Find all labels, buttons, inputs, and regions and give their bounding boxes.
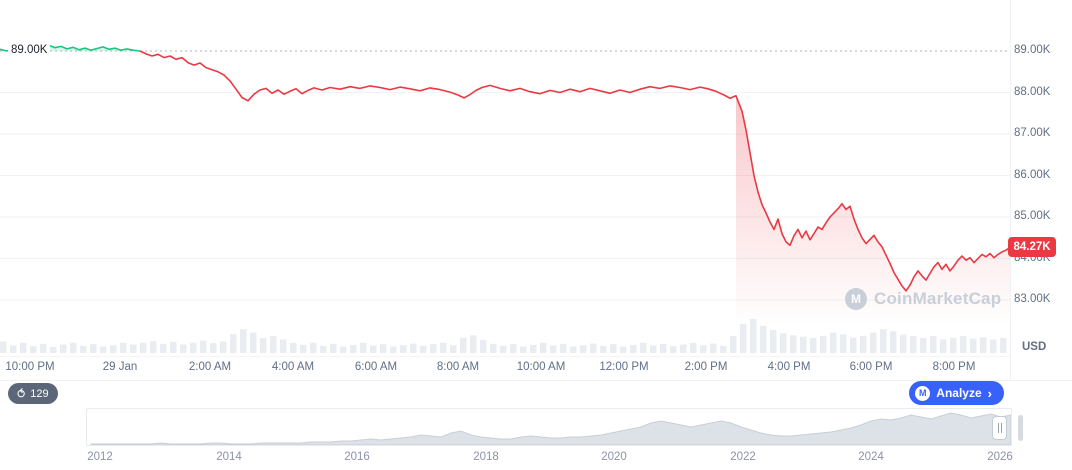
year-tick-label: 2024 xyxy=(858,451,884,463)
watermark: M CoinMarketCap xyxy=(845,288,1001,310)
price-chart[interactable] xyxy=(0,0,1010,356)
navigator-area-chart xyxy=(90,412,1011,445)
coinmarketcap-logo-icon: M xyxy=(845,288,867,310)
price-tick-label: 83.00K xyxy=(1014,293,1051,305)
scrollbar[interactable] xyxy=(1018,415,1023,441)
time-tick-label: 4:00 PM xyxy=(767,361,811,373)
plot-bottom-divider xyxy=(0,356,1010,357)
price-tick-label: 86.00K xyxy=(1014,168,1051,181)
year-tick-label: 2020 xyxy=(601,451,627,463)
analyze-label: Analyze xyxy=(936,386,982,400)
time-tick-label: 2:00 AM xyxy=(188,361,232,373)
navigator-handle[interactable] xyxy=(992,416,1007,440)
time-tick-label: 6:00 AM xyxy=(354,361,398,373)
time-tick-label: 12:00 PM xyxy=(599,361,649,373)
history-count: 129 xyxy=(30,387,49,400)
time-tick-label: 2:00 PM xyxy=(684,361,728,373)
chevron-right-icon: › xyxy=(987,385,992,401)
current-price-badge: 84.27K xyxy=(1008,237,1056,258)
watermark-text: CoinMarketCap xyxy=(874,289,1002,308)
history-clock-icon: ⥀ xyxy=(17,386,26,401)
history-count-badge[interactable]: ⥀ 129 xyxy=(8,383,58,404)
year-tick-label: 2026 xyxy=(987,451,1013,463)
price-tick-label: 85.00K xyxy=(1014,210,1051,222)
open-price-label: 89.00K xyxy=(8,43,51,57)
year-tick-label: 2014 xyxy=(216,451,242,463)
time-tick-label: 10:00 PM xyxy=(5,361,55,373)
usd-label: USD xyxy=(1022,341,1047,353)
price-tick-label: 87.00K xyxy=(1014,127,1051,139)
range-navigator[interactable] xyxy=(86,408,1012,446)
year-tick-label: 2016 xyxy=(344,451,370,463)
time-tick-label: 10:00 AM xyxy=(516,361,566,373)
coinmarketcap-logo-icon: M xyxy=(915,385,931,401)
time-tick-label: 29 Jan xyxy=(102,361,138,373)
price-tick-label: 88.00K xyxy=(1014,85,1051,98)
time-tick-label: 4:00 AM xyxy=(271,361,315,373)
year-tick-label: 2018 xyxy=(473,451,499,463)
analyze-button[interactable]: M Analyze › xyxy=(909,381,1004,405)
price-tick-label: 89.00K xyxy=(1014,44,1051,56)
section-divider xyxy=(0,380,1072,381)
time-tick-label: 6:00 PM xyxy=(849,361,893,373)
time-tick-label: 8:00 AM xyxy=(436,361,480,373)
axis-divider xyxy=(1010,0,1011,380)
time-tick-label: 8:00 PM xyxy=(932,361,976,373)
year-tick-label: 2012 xyxy=(87,451,113,463)
year-tick-label: 2022 xyxy=(730,451,756,463)
